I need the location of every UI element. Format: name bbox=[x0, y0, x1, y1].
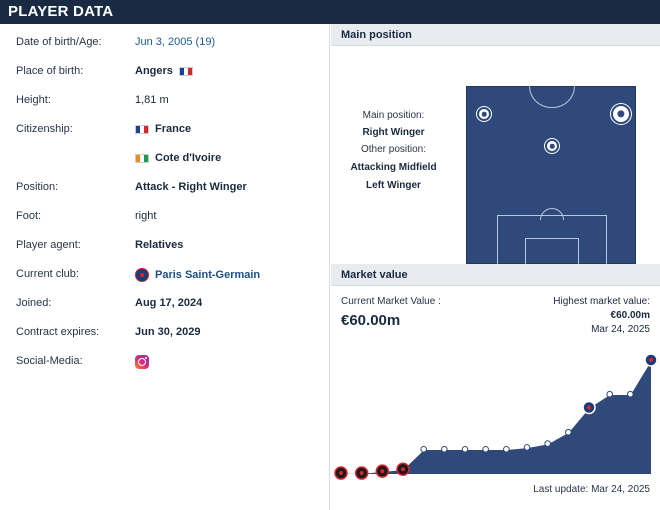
right-panel: Main position Main position: Right Winge… bbox=[331, 24, 660, 510]
social-value-group bbox=[135, 355, 149, 369]
row-player-agent: Player agent: Relatives bbox=[0, 235, 330, 257]
contract-label: Contract expires: bbox=[16, 326, 100, 338]
market-value-point[interactable] bbox=[503, 446, 510, 453]
citizenship-2-group: Cote d'Ivoire bbox=[135, 152, 221, 164]
player-data-title: PLAYER DATA bbox=[8, 3, 114, 20]
market-value-point[interactable] bbox=[461, 446, 469, 453]
market-value-line bbox=[341, 359, 652, 474]
france-flag-icon bbox=[135, 124, 149, 134]
psg-club-marker[interactable] bbox=[644, 353, 658, 367]
row-citizenship-2: Cote d'Ivoire bbox=[0, 148, 330, 170]
other-position-1: Attacking Midfield bbox=[350, 162, 437, 173]
contract-value: Jun 30, 2029 bbox=[135, 326, 201, 338]
market-value-point[interactable] bbox=[606, 390, 613, 398]
pob-value: Angers bbox=[135, 65, 173, 77]
main-position-header: Main position bbox=[331, 24, 660, 46]
citizenship-1-group: France bbox=[135, 123, 191, 135]
market-value-point[interactable] bbox=[482, 446, 489, 453]
market-value-area bbox=[341, 360, 651, 474]
pitch-goal-box bbox=[525, 238, 579, 265]
row-date-of-birth: Date of birth/Age: Jun 3, 2005 (19) bbox=[0, 32, 330, 54]
pob-value-group: Angers bbox=[135, 65, 193, 77]
joined-value: Aug 17, 2024 bbox=[135, 297, 203, 309]
cote-divoire-flag-icon bbox=[135, 153, 149, 163]
last-update-text: Last update: Mar 24, 2025 bbox=[533, 484, 650, 495]
agent-value: Relatives bbox=[135, 239, 184, 251]
market-value-point[interactable] bbox=[441, 446, 448, 453]
rennes-club-marker[interactable] bbox=[396, 462, 410, 476]
row-foot: Foot: right bbox=[0, 206, 330, 228]
current-market-value-label: Current Market Value : bbox=[341, 296, 441, 307]
citizenship-label: Citizenship: bbox=[16, 123, 73, 135]
foot-label: Foot: bbox=[16, 210, 42, 222]
current-market-value: €60.00m bbox=[341, 312, 401, 329]
citizenship-2: Cote d'Ivoire bbox=[155, 152, 222, 164]
psg-club-marker[interactable] bbox=[582, 400, 596, 415]
pitch-center-arc bbox=[529, 86, 575, 108]
market-value-point[interactable] bbox=[565, 428, 572, 436]
row-contract-expires: Contract expires: Jun 30, 2029 bbox=[0, 322, 330, 344]
instagram-icon[interactable] bbox=[135, 355, 149, 369]
player-data-header: PLAYER DATA bbox=[0, 0, 660, 24]
row-height: Height: 1,81 m bbox=[0, 90, 330, 112]
main-position-value: Right Winger bbox=[362, 127, 425, 138]
row-current-club: Current club: Paris Saint-Germain bbox=[0, 264, 330, 286]
market-value-point[interactable] bbox=[420, 446, 427, 453]
row-citizenship: Citizenship: France bbox=[0, 119, 330, 141]
france-flag-icon bbox=[178, 66, 193, 76]
social-label: Social-Media: bbox=[16, 355, 83, 367]
pob-label: Place of birth: bbox=[16, 65, 84, 77]
row-social-media: Social-Media: bbox=[0, 351, 330, 373]
pitch-penalty-arc bbox=[540, 208, 564, 220]
market-value-point[interactable] bbox=[523, 444, 531, 451]
psg-logo-icon bbox=[135, 268, 149, 282]
joined-label: Joined: bbox=[16, 297, 52, 309]
highest-market-value-date: Mar 24, 2025 bbox=[591, 324, 650, 335]
club-value: Paris Saint-Germain bbox=[155, 269, 261, 281]
left-winger-marker bbox=[477, 107, 491, 121]
other-position-label: Other position: bbox=[360, 144, 427, 155]
row-joined: Joined: Aug 17, 2024 bbox=[0, 293, 330, 315]
market-value-title: Market value bbox=[341, 269, 408, 281]
rennes-club-marker[interactable] bbox=[334, 466, 348, 480]
height-value: 1,81 m bbox=[135, 94, 169, 106]
foot-value: right bbox=[135, 210, 157, 222]
citizenship-1: France bbox=[155, 123, 192, 135]
agent-label: Player agent: bbox=[16, 239, 81, 251]
position-label: Position: bbox=[16, 181, 59, 193]
position-pitch bbox=[466, 86, 636, 265]
rennes-club-marker[interactable] bbox=[354, 466, 369, 480]
highest-market-value: €60.00m bbox=[610, 310, 650, 321]
main-position-title: Main position bbox=[341, 29, 412, 41]
market-value-point[interactable] bbox=[544, 440, 551, 447]
attacking-midfield-marker bbox=[545, 139, 559, 153]
club-label: Current club: bbox=[16, 268, 79, 280]
main-position-label: Main position: bbox=[362, 110, 425, 121]
highest-market-value-label: Highest market value: bbox=[553, 296, 650, 307]
row-place-of-birth: Place of birth: Angers bbox=[0, 61, 330, 83]
rennes-club-marker[interactable] bbox=[375, 464, 390, 478]
market-value-chart bbox=[334, 353, 658, 480]
row-position: Position: Attack - Right Winger bbox=[0, 177, 330, 199]
dob-label: Date of birth/Age: bbox=[16, 36, 102, 48]
height-label: Height: bbox=[16, 94, 51, 106]
market-value-header: Market value bbox=[331, 264, 660, 286]
club-link[interactable]: Paris Saint-Germain bbox=[135, 268, 260, 282]
right-winger-marker bbox=[611, 104, 631, 124]
market-value-point[interactable] bbox=[627, 390, 634, 398]
other-position-2: Left Winger bbox=[366, 180, 421, 191]
position-value: Attack - Right Winger bbox=[135, 181, 247, 193]
player-data-panel: Date of birth/Age: Jun 3, 2005 (19) Plac… bbox=[0, 24, 330, 510]
dob-value-link[interactable]: Jun 3, 2005 (19) bbox=[135, 36, 216, 48]
